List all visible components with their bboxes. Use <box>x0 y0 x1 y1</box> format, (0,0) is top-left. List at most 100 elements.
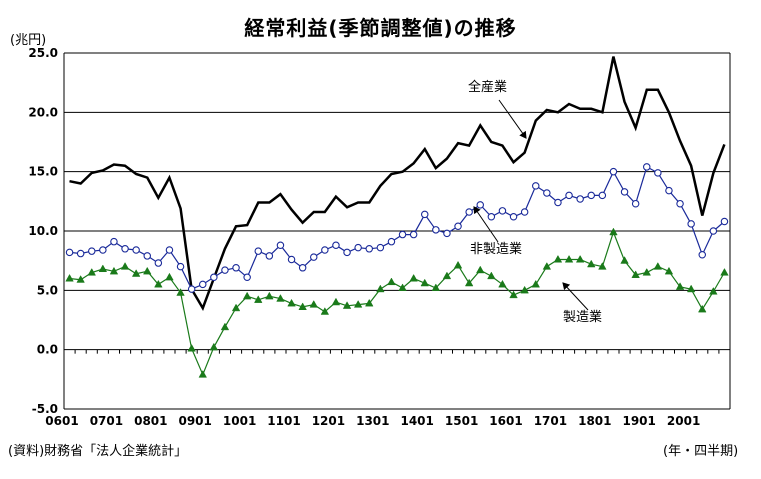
x-tick-label: 1801 <box>578 414 611 428</box>
data-point-circle <box>654 169 662 177</box>
y-tick-label: 10.0 <box>28 224 58 238</box>
data-point-triangle <box>254 295 263 303</box>
data-point-circle <box>321 246 329 254</box>
data-point-circle <box>298 264 307 272</box>
data-point-triangle <box>509 290 518 299</box>
x-tick-label: 1401 <box>400 414 433 428</box>
data-point-triangle <box>709 287 718 295</box>
data-point-triangle <box>620 256 629 264</box>
data-point-triangle <box>464 278 474 287</box>
data-point-triangle <box>664 266 674 275</box>
data-point-triangle <box>476 265 485 274</box>
data-point-circle <box>176 262 185 271</box>
series-annotation-label: 全産業 <box>468 79 507 95</box>
data-point-triangle <box>287 298 296 307</box>
x-axis-unit: (年・四半期) <box>663 444 739 459</box>
data-point-triangle <box>320 307 330 315</box>
data-point-triangle <box>487 271 496 280</box>
data-point-triangle <box>109 266 119 275</box>
data-point-circle <box>121 245 129 253</box>
x-tick-label: 1501 <box>445 414 478 428</box>
data-point-triangle <box>242 291 252 300</box>
data-point-circle <box>665 186 673 195</box>
data-point-triangle <box>686 284 696 293</box>
data-point-triangle <box>353 300 363 308</box>
data-point-circle <box>354 243 362 252</box>
data-point-circle <box>565 191 573 200</box>
x-tick-label: 1001 <box>223 414 256 428</box>
annotation-arrow <box>562 282 589 311</box>
data-point-triangle <box>198 370 207 378</box>
data-point-circle <box>476 201 484 209</box>
y-tick-label: 20.0 <box>28 105 58 119</box>
data-point-circle <box>498 207 507 215</box>
x-tick-label: 1901 <box>622 414 655 428</box>
y-tick-label: 25.0 <box>28 46 58 60</box>
data-point-circle <box>454 222 462 231</box>
data-point-triangle <box>720 268 729 276</box>
data-point-circle <box>709 227 718 235</box>
data-point-triangle <box>642 268 651 276</box>
series-markers <box>65 163 729 378</box>
data-point-circle <box>110 237 118 246</box>
x-tick-label: 1701 <box>534 414 567 428</box>
x-tick-label: 1301 <box>356 414 389 428</box>
data-point-circle <box>232 264 240 272</box>
series-annotation-label: 製造業 <box>563 309 602 325</box>
data-point-circle <box>254 247 263 255</box>
data-point-circle <box>154 259 163 267</box>
data-point-circle <box>598 191 607 200</box>
data-point-triangle <box>675 282 685 290</box>
data-point-circle <box>676 199 684 208</box>
data-point-triangle <box>131 269 141 277</box>
data-point-triangle <box>398 283 407 292</box>
data-point-circle <box>642 163 651 171</box>
x-tick-label: 0701 <box>90 414 123 428</box>
data-point-triangle <box>331 297 341 306</box>
data-point-triangle <box>87 268 96 276</box>
data-point-circle <box>210 273 218 282</box>
data-point-circle <box>509 213 518 221</box>
data-point-triangle <box>431 283 441 292</box>
data-point-triangle <box>609 227 618 236</box>
annotation-arrow <box>498 99 527 139</box>
data-point-triangle <box>298 302 307 310</box>
data-point-circle <box>343 248 351 257</box>
data-point-triangle <box>220 322 230 331</box>
data-point-triangle <box>365 298 374 307</box>
series-lines <box>69 56 726 377</box>
data-point-circle <box>143 252 152 260</box>
data-point-triangle <box>542 262 552 270</box>
data-point-triangle <box>409 273 418 282</box>
series-line <box>69 230 725 377</box>
data-point-circle <box>376 243 385 252</box>
data-point-circle <box>420 210 429 219</box>
data-point-circle <box>720 217 729 226</box>
data-point-triangle <box>143 266 152 275</box>
data-point-triangle <box>653 262 663 270</box>
data-point-triangle <box>209 342 219 351</box>
data-point-triangle <box>98 264 108 273</box>
source-note: (資料)財務省「法人企業統計」 <box>8 444 188 459</box>
data-point-triangle <box>442 271 452 280</box>
data-point-circle <box>76 249 85 258</box>
x-tick-labels: 0601 0701 0801 0901 1001 1101 1201 1301 1401 1501… <box>45 414 700 428</box>
data-point-triangle <box>553 254 563 263</box>
y-tick-label: 15.0 <box>28 165 58 179</box>
data-point-circle <box>698 250 706 259</box>
data-point-circle <box>243 273 251 282</box>
data-point-triangle <box>154 279 163 288</box>
data-point-triangle <box>165 272 174 281</box>
data-point-triangle <box>376 284 385 293</box>
data-point-circle <box>132 246 140 254</box>
data-point-circle <box>88 247 96 255</box>
data-point-circle <box>387 237 396 246</box>
data-point-triangle <box>698 304 707 313</box>
data-point-triangle <box>498 279 507 288</box>
data-point-circle <box>409 230 418 239</box>
data-point-circle <box>620 188 629 196</box>
data-point-circle <box>199 280 207 289</box>
data-point-circle <box>520 208 529 216</box>
